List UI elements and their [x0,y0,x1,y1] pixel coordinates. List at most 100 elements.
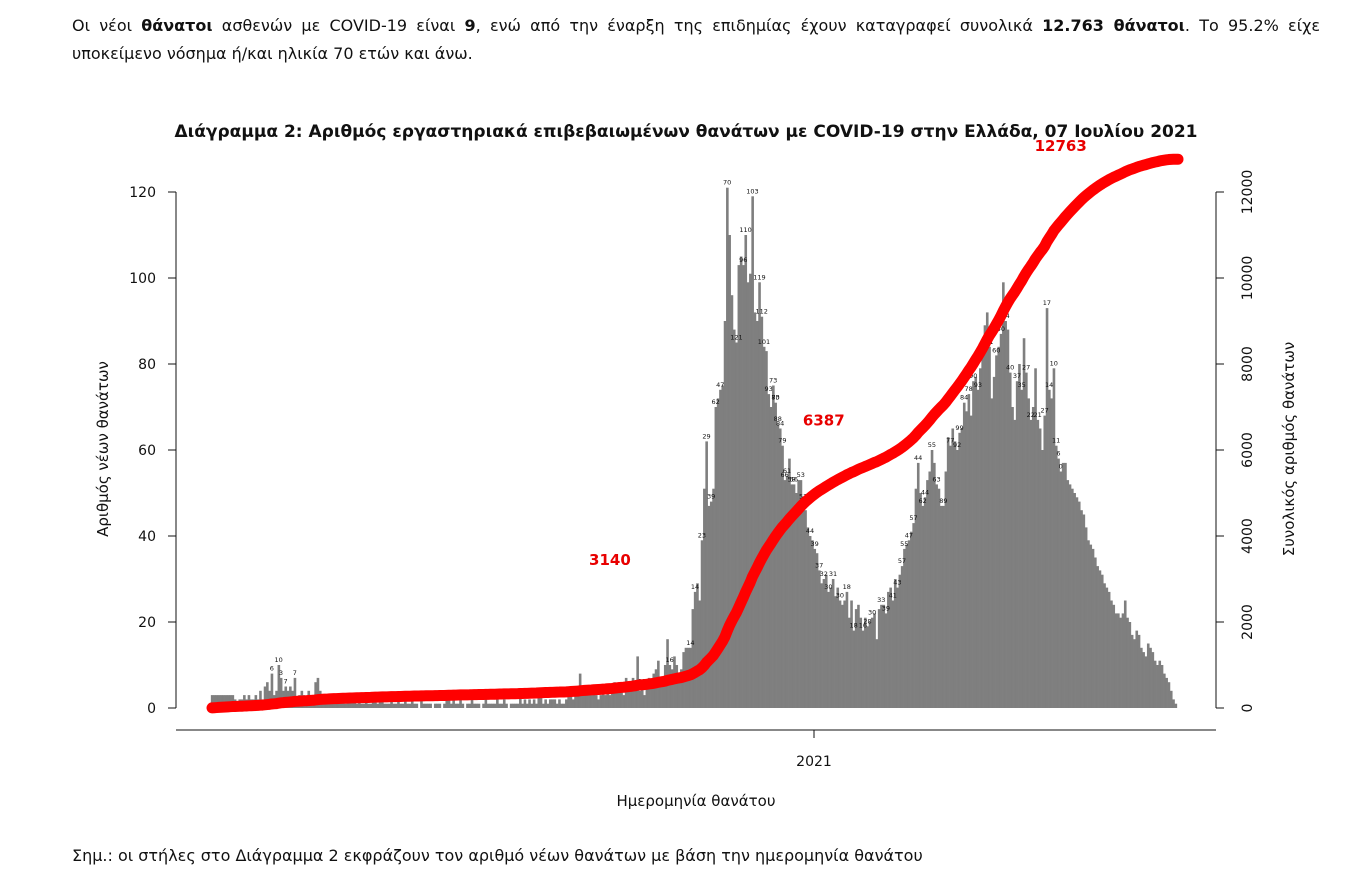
bar [535,703,538,708]
bar [385,703,389,708]
bar-value-label: 3 [279,669,283,677]
bar [424,703,428,708]
bar-value-label: 89 [939,497,947,505]
bar [877,609,881,708]
bar [378,699,382,708]
bar [1107,591,1111,708]
bar [217,695,221,708]
y-tick-label: 60 [138,443,156,459]
bar [502,699,506,708]
bar [1002,282,1005,708]
bar-value-label: 40 [1006,364,1014,372]
bar [634,682,637,708]
bar [831,579,835,708]
bar-value-label: 79 [778,437,786,445]
bar-value-label: 47 [905,531,913,539]
bar [997,346,1001,708]
bar [629,686,633,708]
bar-value-label: 29 [702,432,710,440]
bar [1061,462,1065,708]
bar [942,505,945,708]
bar [367,703,370,708]
bar-value-label: 14 [1045,381,1053,389]
y2-tick-label: 4000 [1240,518,1256,554]
bar [346,699,350,708]
bar [433,703,437,708]
bar [1156,665,1159,708]
bar [762,346,766,708]
bar [381,699,384,708]
bar [525,703,529,708]
bar [652,673,656,708]
bar [792,484,796,708]
bar-value-label: 41 [889,592,897,600]
y2-tick-label: 12000 [1240,170,1256,215]
bar [829,587,833,708]
bar [995,355,998,708]
cumulative-line [206,153,1184,714]
bar-value-label: 11 [1052,437,1060,445]
bar [861,630,865,708]
bar [562,703,566,708]
bar [477,703,481,708]
bar [1027,398,1030,708]
bar [420,699,423,708]
bar [348,699,352,708]
bar [1119,617,1122,708]
bar [1025,372,1028,708]
bar [1089,544,1093,708]
bar-value-label: 50 [997,325,1005,333]
bar [413,703,416,708]
bar-value-label: 99 [955,424,963,432]
bar [456,703,460,708]
bar [960,428,964,708]
bar [615,686,619,708]
bar-value-label: 30 [868,609,876,617]
bar-value-label: 30 [824,583,832,591]
bar-value-label: 61 [783,467,791,475]
bar [613,682,616,708]
bar-value-label: 31 [829,570,837,578]
bar-value-label: 47 [716,381,724,389]
bar [928,471,932,708]
bar [666,639,669,708]
bar-value-label: 17 [1043,299,1051,307]
bar [1068,484,1072,708]
bar [956,450,959,708]
bar [719,389,722,708]
bar [555,703,559,708]
bar-value-label: 121 [730,334,742,342]
bar [599,695,603,708]
bar [979,368,982,708]
bar [926,480,929,708]
bar [576,695,580,708]
bar [958,432,961,708]
bar [213,695,216,708]
bar [521,703,524,708]
bar [1151,652,1155,708]
bar [749,273,752,708]
bar [847,617,851,708]
bar-value-label: 32 [820,570,828,578]
bar [482,703,485,708]
bar [369,703,373,708]
bar [1011,407,1014,708]
bar [397,699,400,708]
bar [661,677,665,708]
bar [475,703,478,708]
bar [788,458,791,708]
bar [516,703,520,708]
bar [753,312,757,708]
bar-value-label: 55 [900,540,908,548]
bar-value-label: 73 [769,377,777,385]
intro-text-1: Οι νέοι [72,16,142,35]
bar-value-label: 14 [691,583,699,591]
bar [293,677,297,708]
bar [351,699,354,708]
bar [1006,329,1010,708]
bar [1126,617,1129,708]
bar [606,686,610,708]
bar [1073,493,1076,708]
bar [728,235,731,708]
bar [387,703,391,708]
